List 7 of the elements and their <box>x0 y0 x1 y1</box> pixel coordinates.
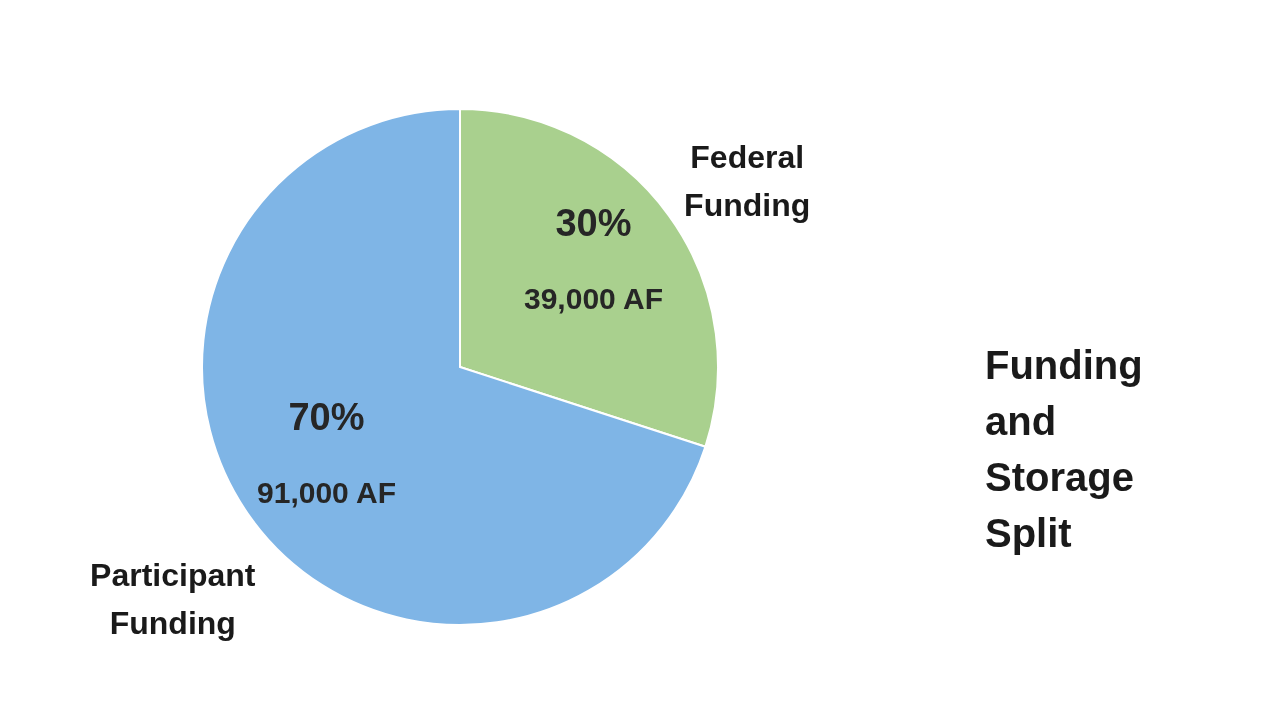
slice-label: Participant Funding <box>90 556 256 641</box>
data-label: 30% <box>555 202 632 245</box>
text: 91,000 AF <box>257 475 396 509</box>
text: 39,000 AF <box>524 282 663 316</box>
text: Funding and Storage Split <box>985 343 1143 555</box>
data-label: 70% <box>288 395 365 438</box>
slice-label: Federal Funding <box>684 139 811 224</box>
